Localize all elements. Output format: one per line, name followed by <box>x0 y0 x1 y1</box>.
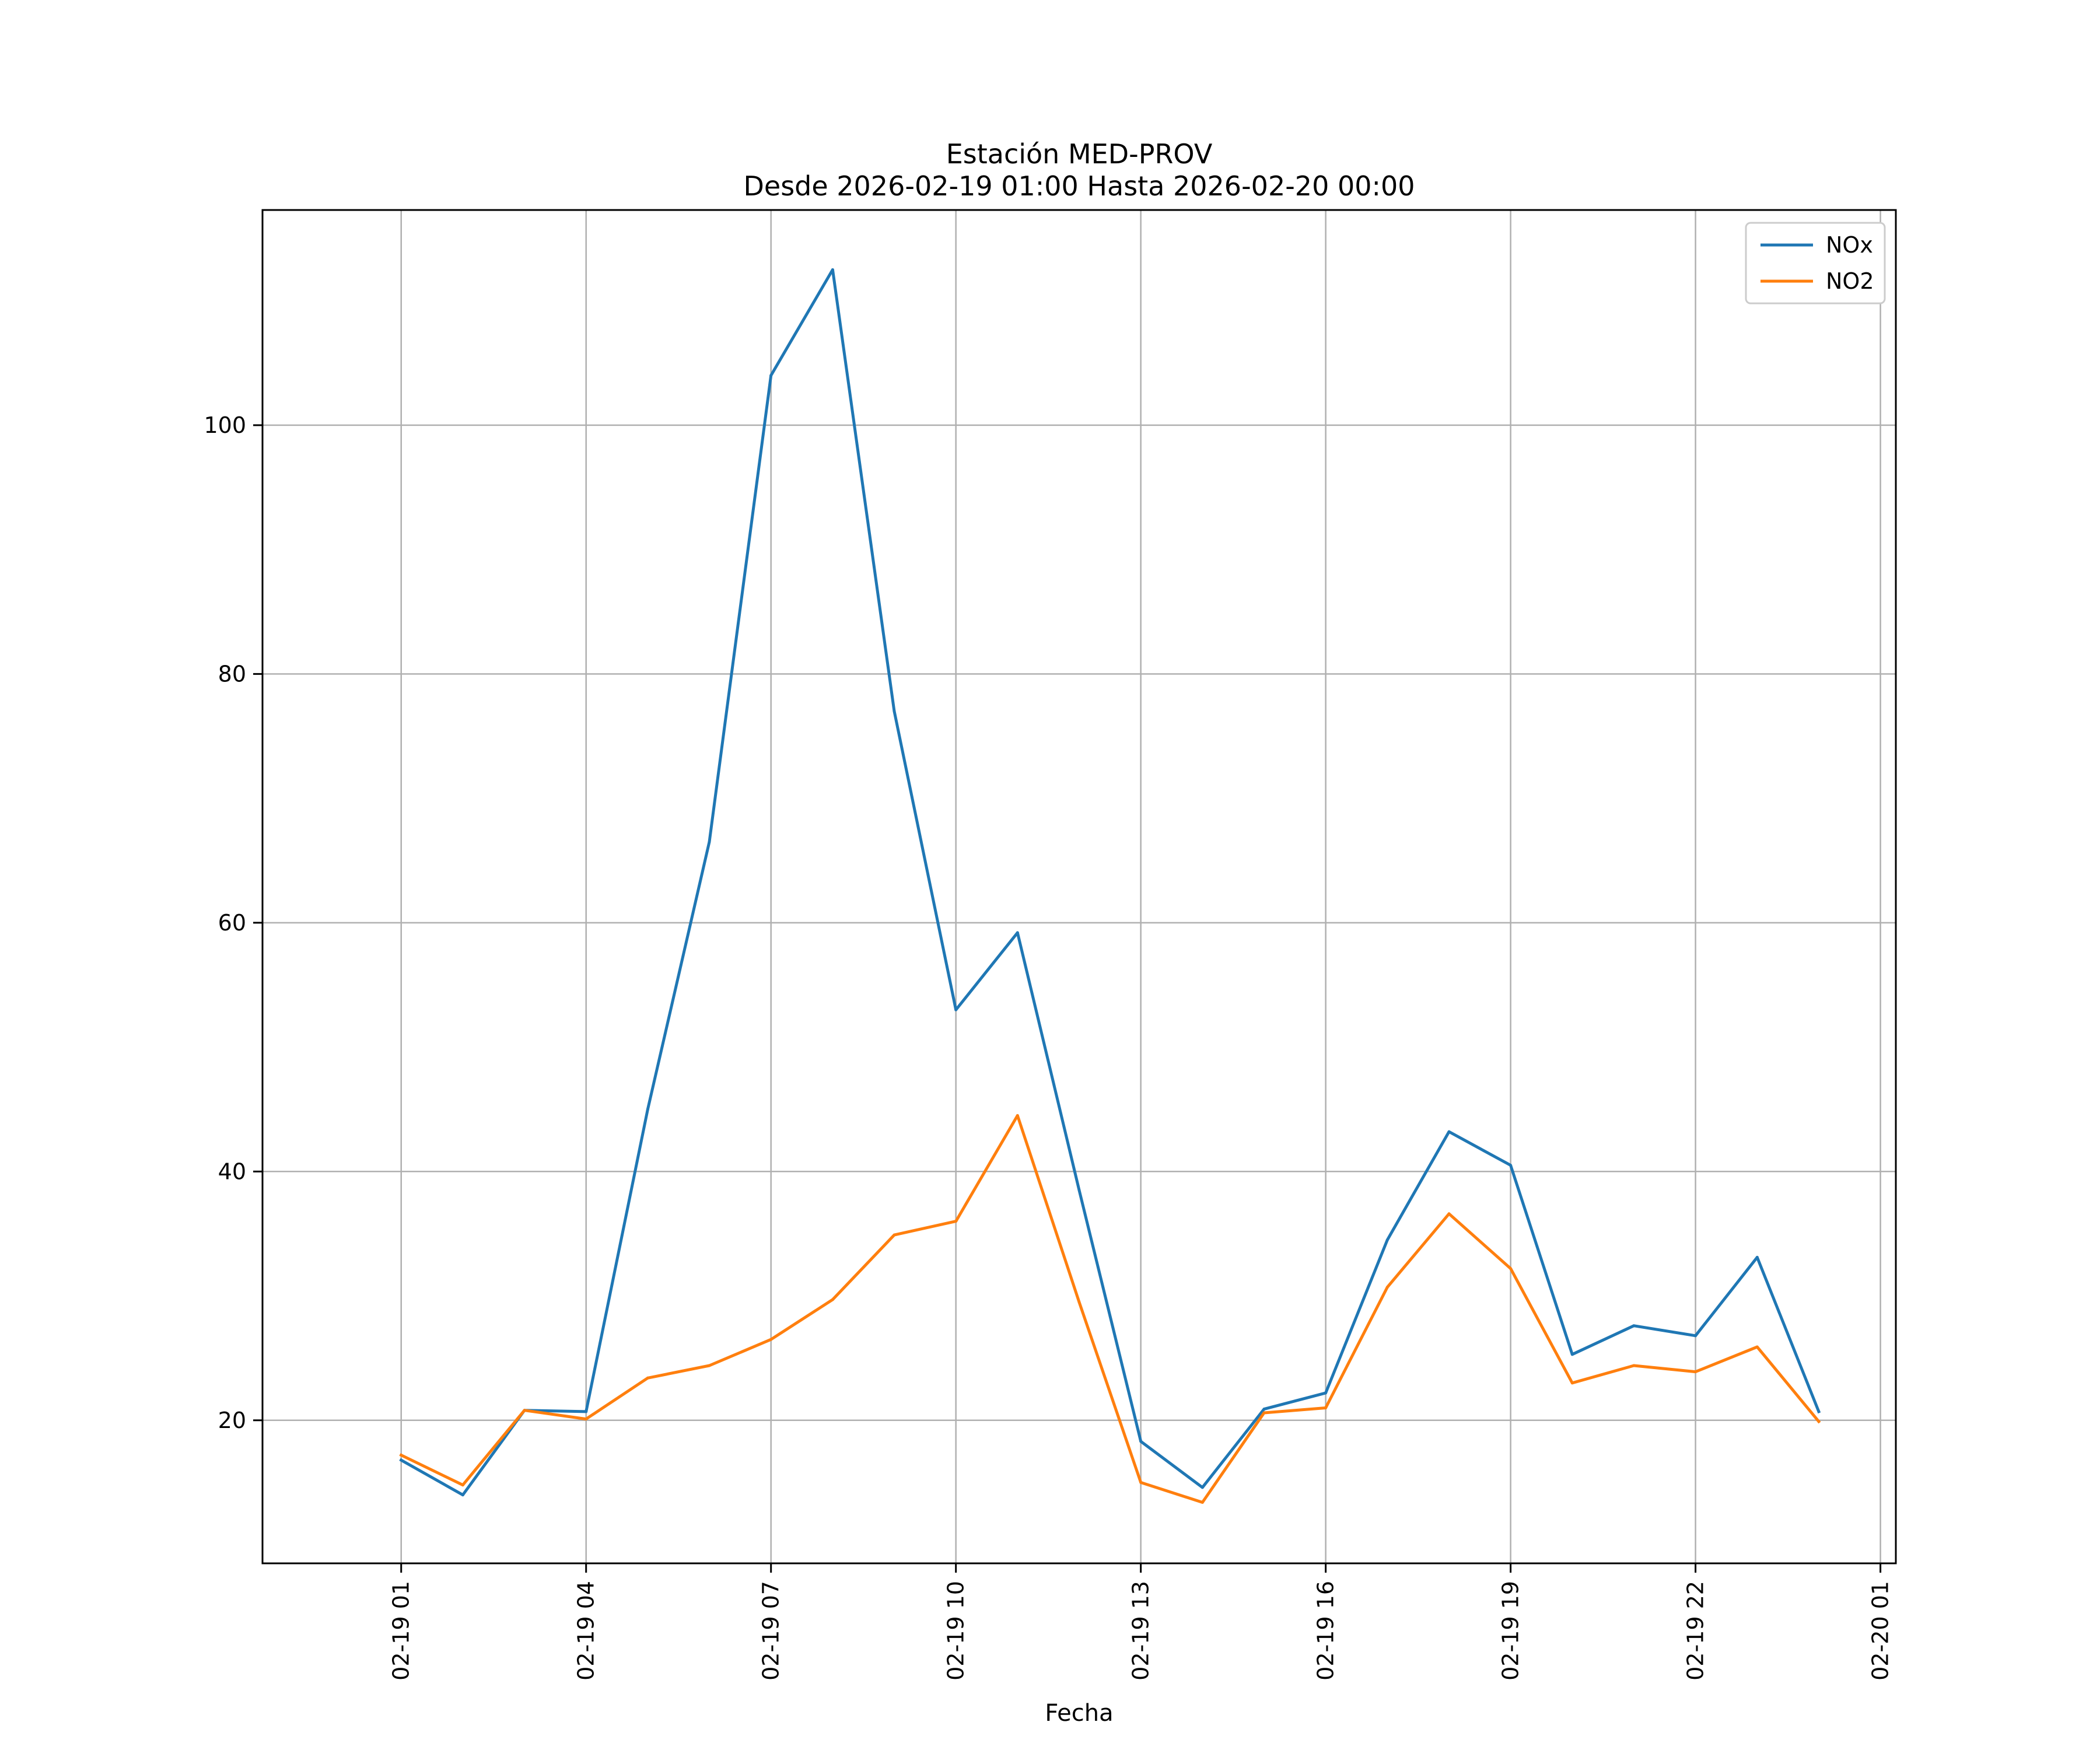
data-point-no2 <box>1016 1114 1019 1117</box>
y-tick-label: 80 <box>218 661 246 687</box>
series-lines <box>399 268 1821 1504</box>
chart-title: Estación MED-PROV <box>946 138 1213 170</box>
x-tick-label: 02-19 22 <box>1683 1581 1709 1681</box>
x-tick-label: 02-19 04 <box>573 1581 599 1681</box>
data-point-no2 <box>1817 1420 1821 1423</box>
legend-box <box>1745 222 1886 304</box>
y-tick-label: 60 <box>218 910 246 936</box>
x-axis-label: Fecha <box>1045 1700 1113 1727</box>
data-point-nox <box>1077 1188 1081 1192</box>
data-point-no2 <box>1077 1300 1081 1304</box>
legend-label-nox: NOx <box>1826 232 1873 258</box>
plot-frame <box>261 209 1897 1564</box>
data-point-nox <box>1755 1255 1759 1259</box>
data-point-nox <box>1385 1238 1389 1242</box>
data-point-nox <box>1200 1486 1204 1489</box>
data-point-nox <box>400 1458 403 1462</box>
data-point-nox <box>1509 1164 1513 1167</box>
data-point-nox <box>892 709 896 713</box>
data-point-nox <box>831 268 834 271</box>
data-point-no2 <box>708 1364 711 1367</box>
data-point-no2 <box>1447 1212 1451 1216</box>
data-point-nox <box>1447 1130 1451 1133</box>
data-point-no2 <box>1262 1411 1266 1415</box>
y-tick-label: 100 <box>204 412 246 438</box>
chart-subtitle: Desde 2026-02-19 01:00 Hasta 2026-02-20 … <box>743 170 1415 202</box>
data-point-nox <box>1139 1440 1143 1443</box>
data-point-nox <box>708 840 711 844</box>
data-point-no2 <box>523 1409 526 1412</box>
grid <box>262 210 1896 1563</box>
series-line-no2 <box>399 1114 1821 1504</box>
y-axis: 20 40 60 80 100 <box>204 412 262 1433</box>
data-point-nox <box>1817 1410 1821 1413</box>
data-point-nox <box>1324 1391 1328 1395</box>
data-point-nox <box>1262 1408 1266 1411</box>
data-point-no2 <box>769 1338 773 1341</box>
x-tick-label: 02-19 07 <box>758 1581 784 1681</box>
y-tick-label: 40 <box>218 1158 246 1184</box>
data-point-nox <box>1694 1334 1698 1338</box>
data-point-nox <box>1632 1324 1636 1328</box>
data-point-no2 <box>954 1220 958 1223</box>
data-point-no2 <box>1324 1406 1328 1409</box>
x-tick-label: 02-19 10 <box>943 1581 969 1681</box>
data-point-no2 <box>1694 1370 1698 1374</box>
data-point-nox <box>1016 931 1019 935</box>
data-point-nox <box>769 374 773 377</box>
y-tick-label: 20 <box>218 1408 246 1433</box>
x-tick-label: 02-19 01 <box>388 1581 414 1681</box>
legend: NOx NO2 <box>1745 222 1886 304</box>
x-tick-label: 02-19 16 <box>1313 1581 1339 1681</box>
data-point-no2 <box>1139 1480 1143 1484</box>
data-point-no2 <box>1509 1267 1513 1270</box>
x-tick-label: 02-19 13 <box>1128 1581 1154 1681</box>
data-point-no2 <box>400 1454 403 1457</box>
data-point-no2 <box>646 1376 649 1380</box>
series-line-nox <box>399 268 1821 1497</box>
legend-label-no2: NO2 <box>1826 268 1874 294</box>
data-point-no2 <box>1755 1345 1759 1349</box>
data-point-nox <box>1570 1353 1574 1356</box>
x-tick-label: 02-19 19 <box>1498 1581 1524 1681</box>
x-axis: 02-19 01 02-19 04 02-19 07 02-19 10 02-19 13… <box>388 1563 1894 1681</box>
data-point-no2 <box>461 1483 464 1487</box>
data-point-no2 <box>831 1298 834 1301</box>
data-point-nox <box>461 1493 464 1497</box>
x-tick-label: 02-20 01 <box>1868 1581 1894 1681</box>
data-point-nox <box>584 1410 588 1413</box>
data-point-no2 <box>1385 1286 1389 1289</box>
data-point-no2 <box>1200 1501 1204 1504</box>
data-point-nox <box>646 1108 649 1111</box>
data-point-no2 <box>1570 1381 1574 1385</box>
data-point-no2 <box>892 1233 896 1237</box>
data-point-no2 <box>1632 1364 1636 1367</box>
data-point-no2 <box>584 1418 588 1421</box>
data-point-nox <box>954 1008 958 1012</box>
